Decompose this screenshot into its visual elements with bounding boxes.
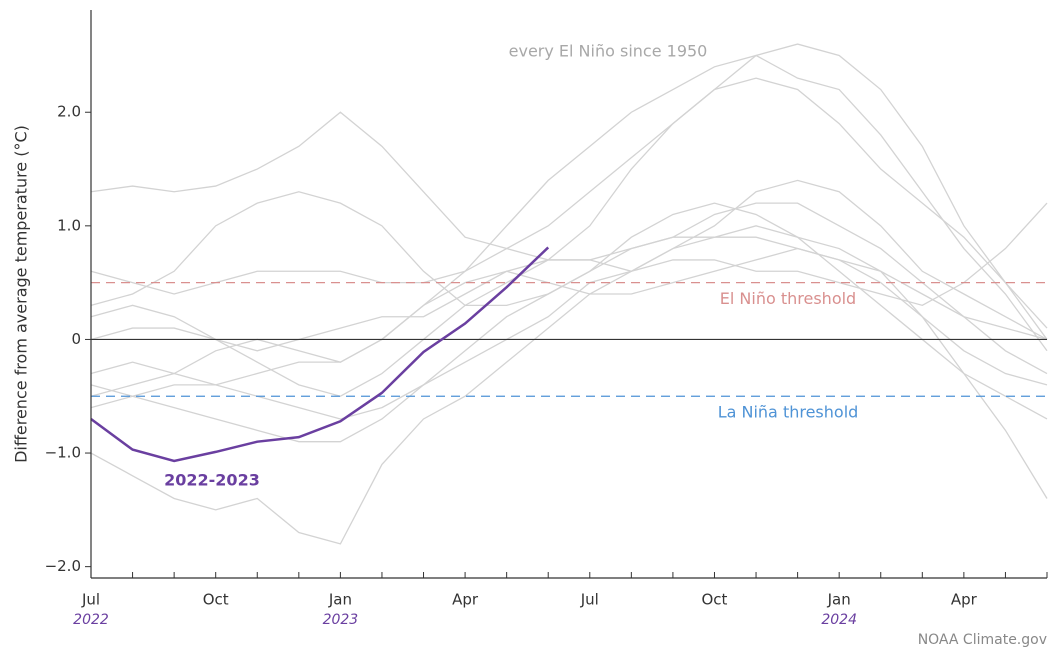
x-tick-label: Apr — [951, 591, 978, 609]
x-tick-label: Jan — [328, 591, 352, 609]
x-tick-label: Apr — [452, 591, 479, 609]
el-nino-line — [90, 111, 1048, 341]
el-nino-line — [90, 202, 1048, 443]
x-tick-label: Jan — [827, 591, 851, 609]
x-tick-label: Oct — [702, 591, 728, 609]
threshold-label: El Niño threshold — [720, 289, 856, 308]
el-nino-line — [90, 225, 1048, 545]
el-nino-line — [90, 247, 1048, 409]
year-label: 2022 — [73, 612, 109, 628]
el-nino-line — [90, 43, 1048, 340]
y-tick-label: 1.0 — [57, 216, 81, 234]
year-label: 2023 — [323, 612, 359, 628]
y-tick-label: −2.0 — [45, 557, 81, 575]
y-tick-label: 0 — [71, 330, 81, 348]
el-nino-line — [90, 191, 1048, 420]
y-axis-label: Difference from average temperature (°C) — [12, 125, 31, 463]
year-label: 2024 — [821, 612, 857, 628]
annotation: every El Niño since 1950 — [509, 42, 708, 61]
y-tick-label: 2.0 — [57, 103, 81, 121]
x-tick-label: Oct — [203, 591, 229, 609]
el-nino-line — [90, 202, 1048, 420]
source: NOAA Climate.gov — [918, 632, 1047, 648]
y-tick-label: −1.0 — [45, 444, 81, 462]
series-label: 2022-2023 — [164, 470, 260, 489]
el-nino-line — [90, 179, 1048, 397]
x-tick-label: Jul — [81, 591, 100, 609]
threshold-label: La Niña threshold — [718, 403, 859, 422]
el-nino-line — [90, 54, 1048, 397]
x-tick-label: Jul — [580, 591, 599, 609]
el-nino-line — [90, 77, 1048, 352]
series-line — [90, 246, 550, 463]
